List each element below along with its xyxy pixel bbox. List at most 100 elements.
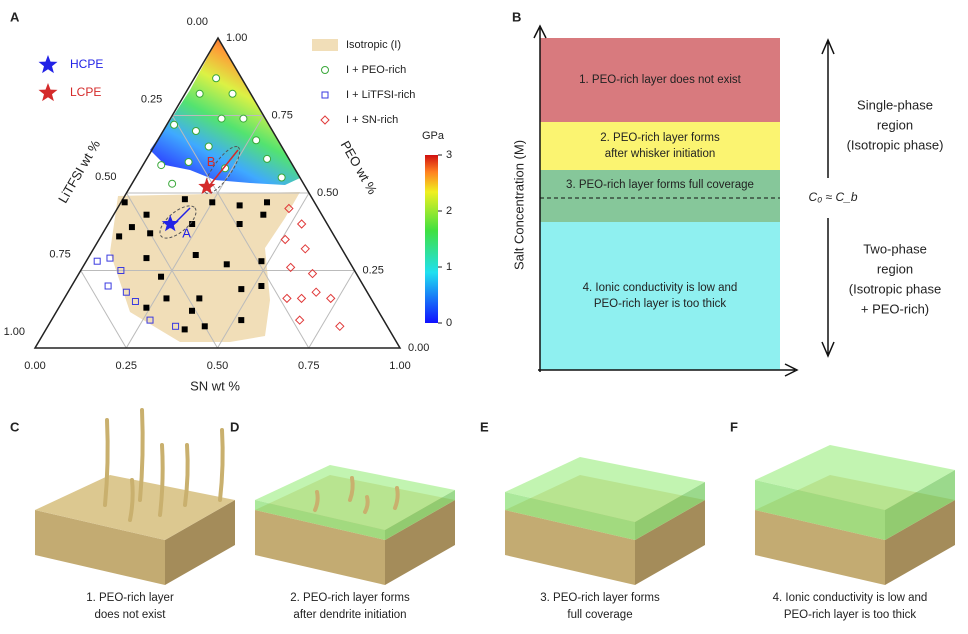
tick-label: 0.75 [49,248,70,260]
tick-label: 0.00 [24,360,45,372]
data-point [168,179,177,188]
tick-label: 0.75 [272,109,293,121]
data-point [128,224,135,231]
legend-label: I + PEO-rich [346,64,406,76]
threshold-label: C₀ ≈ C_b [809,190,858,204]
data-point [238,286,245,293]
peo-layer-front [755,480,885,540]
data-point [184,158,193,166]
caption: PEO-rich layer is too thick [784,609,917,621]
data-point [221,164,230,173]
legend-star [38,55,58,74]
data-point [238,317,245,324]
dendrite [393,486,400,510]
data-point [280,234,290,245]
caption: does not exist [95,609,167,621]
phase-label: (Isotropic phase [849,281,942,296]
dendrite [183,443,190,507]
tick-label: 1.00 [226,32,247,44]
data-point [117,267,125,274]
tick-label: 0.50 [317,187,338,199]
grid-line [171,115,310,349]
legend-label: HCPE [70,57,103,71]
block-side [385,500,455,585]
data-point [122,288,130,296]
data-point [277,173,286,182]
grid-line [126,192,218,349]
grid-line [80,270,127,349]
tick-label: 1.00 [4,326,25,338]
data-point [189,221,196,227]
data-point [196,295,203,302]
y-axis-title: Salt Concentration (M) [511,140,526,270]
legend-label: Isotropic (I) [346,39,401,51]
dendrite [158,443,165,517]
region-text: 3. PEO-rich layer forms full coverage [566,179,754,191]
data-point [195,89,204,98]
region-text: 2. PEO-rich layer forms [600,132,720,144]
data-point [300,244,310,254]
regions [110,38,300,342]
legend-label: I + LiTFSI-rich [346,89,415,101]
dendrite [363,495,370,514]
phase-arrows [821,38,835,358]
colorbar-label: 0 [446,317,452,329]
data-point [239,114,248,123]
region-text: 4. Ionic conductivity is low and [583,282,738,294]
data-point [236,221,243,227]
data-point [285,262,296,273]
panel-label: B [512,9,521,24]
data-point [181,326,188,333]
data-point [106,254,114,262]
data-point [121,199,128,206]
data-point [147,230,154,237]
data-point [191,127,200,135]
tick-label: 0.25 [141,93,162,105]
data-point [296,293,307,304]
legend-star [38,83,58,102]
data-point [201,323,208,330]
panel-label: F [730,419,738,434]
colorbar-label: 3 [446,149,452,161]
phase-label: region [877,261,913,276]
data-point [163,295,170,302]
colorbar-label: 2 [446,205,452,217]
data-point [260,211,267,218]
dashed-ellipse [159,205,197,239]
data-point [264,199,271,206]
peo-layer-front [505,492,635,540]
legend-marker [321,66,329,74]
data-point [212,74,221,83]
phase-region [540,170,780,222]
data-point [143,255,150,262]
phase-region [540,122,780,170]
tick-label: 0.50 [207,360,228,372]
data-point [258,283,265,289]
dendrite [103,418,110,507]
panel-label: C [10,419,20,434]
star-label: A [182,225,191,240]
block-side [635,500,705,585]
region-text: PEO-rich layer is too thick [594,298,727,310]
isotropic-region [110,192,300,342]
panel-b [540,38,780,370]
data-point [311,287,321,297]
caption: 1. PEO-rich layer [86,592,174,604]
star-label: B [207,154,216,169]
star [198,177,216,195]
peo-layer-side [885,470,955,540]
data-point [170,120,179,129]
panel-label: D [230,419,239,434]
data-point [307,268,318,279]
data-point [223,261,230,268]
axis-title: PEO wt % [338,138,381,197]
colorbar [425,155,438,323]
phase-region [540,38,780,122]
caption: 2. PEO-rich layer forms [290,592,410,604]
data-point [189,307,196,314]
legend-label: LCPE [70,85,101,99]
data-point [116,233,123,240]
tick-label: 0.00 [408,342,429,354]
